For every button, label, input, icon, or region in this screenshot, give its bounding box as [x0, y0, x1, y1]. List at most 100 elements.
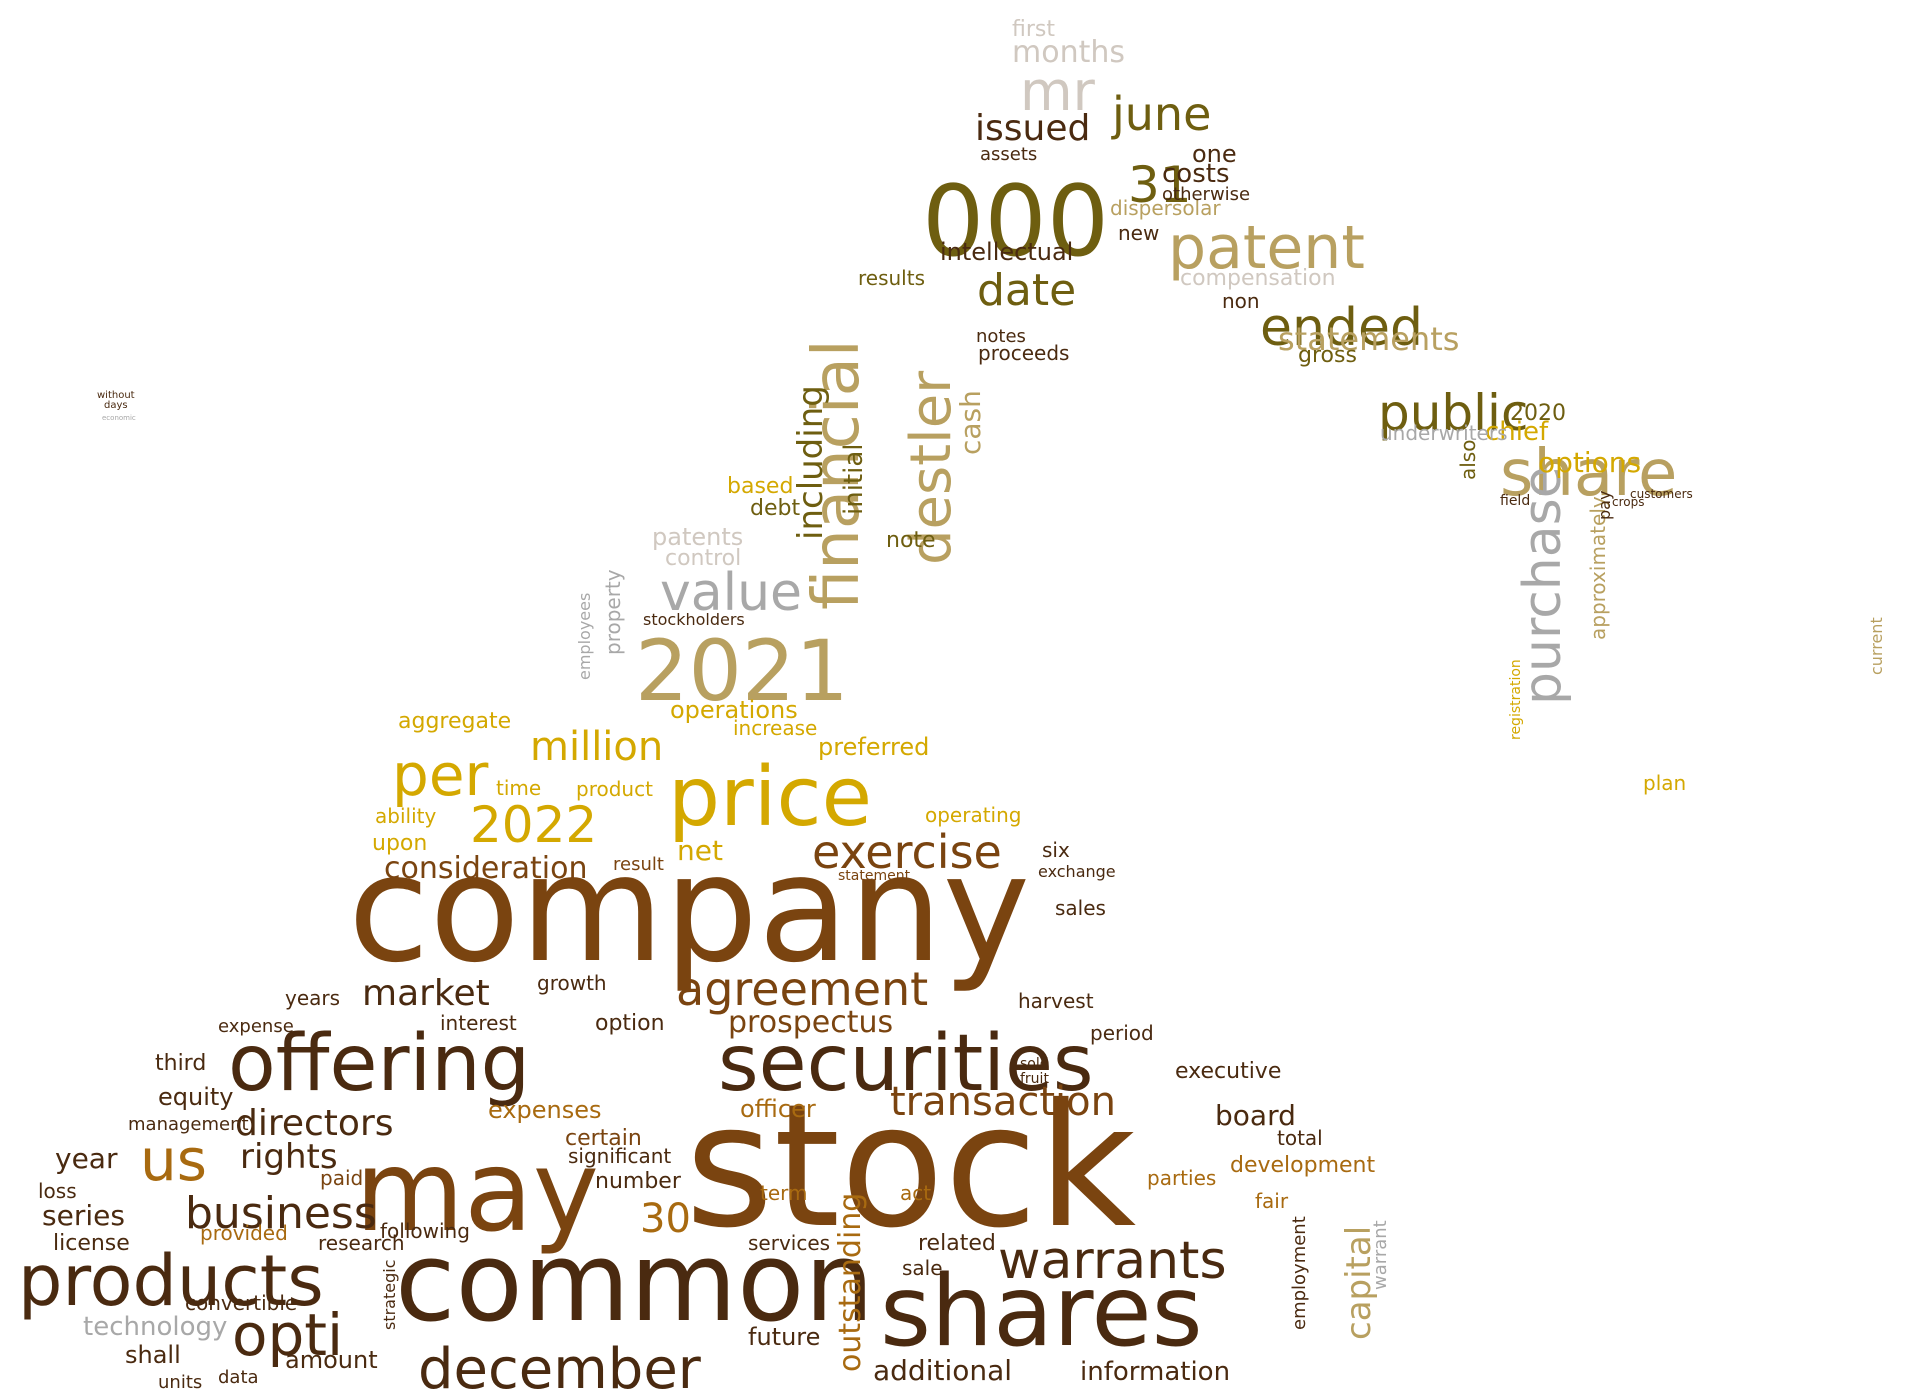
word-interest: interest — [440, 1011, 517, 1035]
word-fair: fair — [1255, 1189, 1289, 1213]
word-note: note — [886, 528, 936, 553]
word-time: time — [496, 776, 541, 800]
word-parties: parties — [1147, 1166, 1216, 1190]
word-operating: operating — [925, 803, 1021, 827]
word-debt: debt — [750, 496, 800, 521]
word-december: december — [418, 1337, 702, 1395]
word-fruit: fruit — [1020, 1071, 1049, 1087]
word-dispersolar: dispersolar — [1110, 196, 1221, 220]
word-securities: securities — [718, 1019, 1094, 1109]
word-series: series — [42, 1199, 125, 1232]
word-financial: financial — [800, 339, 874, 610]
word-may: may — [355, 1127, 599, 1257]
word-services: services — [748, 1231, 830, 1255]
word-act: act — [900, 1181, 931, 1205]
word-data: data — [218, 1367, 259, 1388]
word-crops: crops — [1612, 495, 1644, 509]
word-price: price — [668, 750, 872, 845]
word-ended: ended — [1260, 298, 1423, 358]
word-shares: shares — [880, 1255, 1203, 1369]
word-warrant: warrant — [1370, 1220, 1391, 1290]
word-provided: provided — [200, 1221, 288, 1245]
word-preferred: preferred — [818, 733, 929, 761]
word-management: management — [128, 1114, 249, 1135]
word-million: million — [530, 724, 663, 770]
word-costs: costs — [1162, 159, 1230, 189]
word-proceeds: proceeds — [978, 341, 1069, 365]
word-consideration: consideration — [384, 851, 588, 886]
word-non: non — [1222, 289, 1260, 313]
word-number: number — [595, 1169, 682, 1194]
word-period: period — [1090, 1021, 1154, 1045]
word-opti: opti — [232, 1301, 343, 1369]
word-assets: assets — [980, 144, 1037, 165]
word-additional: additional — [873, 1354, 1012, 1387]
word-outstanding: outstanding — [833, 1193, 868, 1372]
word-2020: 2020 — [1510, 401, 1566, 426]
word-following: following — [380, 1219, 470, 1243]
word-also: also — [1456, 440, 1480, 480]
word-gross: gross — [1298, 343, 1357, 368]
word-related: related — [918, 1231, 996, 1256]
word-pay: pay — [1595, 491, 1614, 520]
word-field: field — [1500, 493, 1530, 509]
word-exchange: exchange — [1038, 862, 1116, 881]
word-cash: cash — [954, 390, 987, 455]
word-loss: loss — [38, 1179, 77, 1203]
word-six: six — [1042, 838, 1070, 862]
word-without: without — [97, 390, 135, 401]
word-destler: destler — [899, 370, 964, 565]
word-warrants: warrants — [998, 1231, 1227, 1291]
word-stockholders: stockholders — [643, 610, 745, 629]
word-plan: plan — [1643, 771, 1686, 795]
word-aggregate: aggregate — [398, 709, 511, 734]
word-customers: customers — [1630, 487, 1693, 501]
word-exercise: exercise — [812, 825, 1002, 879]
word-options: options — [1538, 446, 1641, 479]
word-one: one — [1192, 140, 1237, 168]
word-future: future — [748, 1323, 820, 1351]
word-30: 30 — [640, 1196, 691, 1242]
word-offering: offering — [228, 1019, 530, 1109]
word-compensation: compensation — [1180, 266, 1336, 291]
word-products: products — [18, 1240, 324, 1322]
word-prospectus: prospectus — [728, 1005, 893, 1040]
word-june: june — [1111, 87, 1211, 141]
word-paid: paid — [320, 1166, 363, 1190]
word-chief: chief — [1485, 417, 1549, 447]
word-000: 000 — [922, 165, 1109, 279]
word-harvest: harvest — [1018, 989, 1094, 1013]
word-common: common — [395, 1218, 874, 1346]
word-2021: 2021 — [635, 622, 849, 720]
word-increase: increase — [733, 716, 817, 740]
word-employees: employees — [575, 593, 594, 680]
word-executive: executive — [1175, 1059, 1281, 1084]
word-result: result — [613, 854, 664, 875]
word-statement: statement — [838, 868, 911, 884]
word-information: information — [1080, 1357, 1230, 1387]
word-expense: expense — [218, 1016, 294, 1037]
word-public: public — [1378, 384, 1528, 442]
word-growth: growth — [537, 971, 607, 995]
word-development: development — [1230, 1153, 1376, 1178]
word-shall: shall — [125, 1341, 181, 1369]
word-total: total — [1277, 1126, 1323, 1150]
word-third: third — [155, 1051, 206, 1076]
word-first: first — [1012, 17, 1055, 42]
word-capital: capital — [1339, 1226, 1379, 1340]
word-operations: operations — [670, 696, 798, 724]
word-property: property — [601, 569, 625, 655]
word-sale: sale — [902, 1256, 943, 1280]
word-units: units — [158, 1372, 202, 1393]
word-new: new — [1118, 221, 1159, 245]
word-stock: stock — [685, 1068, 1136, 1266]
word-technology: technology — [83, 1312, 227, 1342]
word-statements: statements — [1278, 320, 1459, 358]
word-research: research — [318, 1231, 405, 1255]
word-otherwise: otherwise — [1162, 184, 1250, 205]
word-board: board — [1215, 1099, 1296, 1132]
word-year: year — [55, 1142, 118, 1175]
word-current: current — [1867, 617, 1886, 675]
word-certain: certain — [565, 1126, 642, 1151]
word-option: option — [595, 1011, 665, 1036]
